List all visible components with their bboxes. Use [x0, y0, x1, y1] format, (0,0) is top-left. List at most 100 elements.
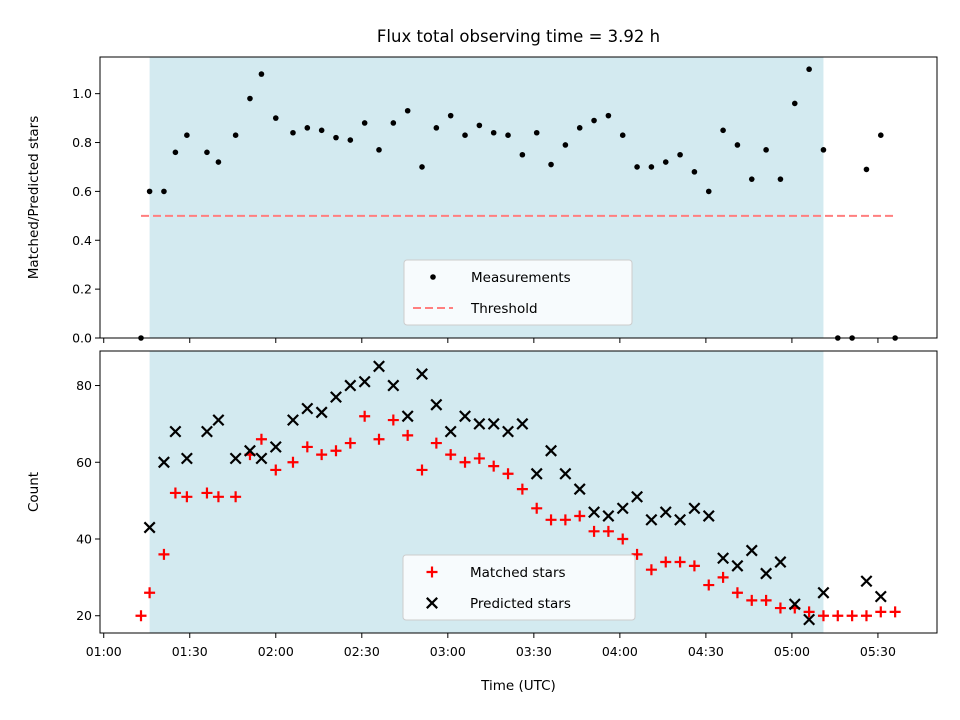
- measurements-point-13: [318, 127, 325, 134]
- matched-stars-point-42: [731, 587, 743, 599]
- predicted-stars-point-47: [817, 586, 830, 599]
- predicted-stars-point-38: [688, 502, 701, 515]
- matched-stars-point-31: [574, 510, 586, 522]
- matched-stars-point-52: [875, 606, 887, 618]
- predicted-stars-point-15: [358, 375, 371, 388]
- matched-stars-point-35: [631, 548, 643, 560]
- measurements-point-42: [734, 142, 741, 148]
- ratio-panel-legend: [403, 259, 633, 326]
- measurements-point-46: [791, 100, 798, 107]
- predicted-stars-point-28: [545, 444, 558, 457]
- predicted-stars-point-20: [430, 398, 443, 411]
- measurements-point-31: [576, 125, 583, 131]
- predicted-stars-point-10: [286, 414, 299, 427]
- predicted-stars-point-32: [602, 510, 615, 522]
- matched-stars-legend-label: Matched stars: [470, 565, 566, 581]
- measurements-point-52: [877, 132, 884, 138]
- measurements-point-28: [533, 129, 540, 136]
- predicted-stars-point-36: [659, 506, 672, 519]
- measurements-point-19: [404, 107, 411, 114]
- measurements-point-23: [462, 132, 468, 138]
- measurements-point-39: [691, 169, 698, 175]
- matched-stars-point-5: [201, 487, 213, 499]
- predicted-stars-point-40: [717, 552, 730, 565]
- threshold-legend-label: Threshold: [470, 301, 538, 317]
- predicted-stars-point-26: [516, 417, 529, 430]
- count-panel-ytick-label-3: 80: [76, 378, 92, 393]
- predicted-stars-point-27: [530, 467, 543, 480]
- measurements-point-21: [433, 125, 440, 131]
- predicted-stars-point-14: [344, 379, 357, 392]
- predicted-stars-point-12: [315, 406, 328, 419]
- measurements-legend-label: Measurements: [471, 270, 571, 286]
- matched-stars-point-6: [212, 491, 224, 503]
- measurements-point-35: [634, 164, 640, 170]
- predicted-stars-point-42: [745, 544, 758, 557]
- measurements-point-47: [806, 66, 812, 73]
- measurements-point-41: [720, 127, 726, 134]
- measurements-point-30: [562, 142, 569, 148]
- matched-stars-point-19: [402, 429, 414, 441]
- predicted-stars-point-13: [330, 391, 342, 404]
- matched-stars-point-23: [459, 456, 471, 468]
- matched-stars-point-18: [387, 414, 399, 426]
- matched-stars-point-34: [617, 533, 629, 545]
- predicted-stars-point-18: [401, 410, 414, 423]
- ratio-panel-ytick-label-2: 0.4: [72, 233, 92, 248]
- x-axis-label: Time (UTC): [480, 678, 556, 694]
- predicted-stars-point-17: [387, 379, 400, 392]
- predicted-stars-point-9: [269, 440, 282, 453]
- matched-stars-point-26: [502, 468, 514, 480]
- ratio-panel-y-axis-label: Matched/Predicted stars: [26, 116, 42, 279]
- ratio-panel-ytick-label-4: 0.8: [72, 135, 92, 150]
- predicted-stars-point-1: [157, 456, 170, 469]
- matched-stars-point-30: [559, 514, 571, 526]
- matched-stars-point-49: [832, 610, 844, 622]
- measurements-point-15: [347, 137, 354, 143]
- x-tick-label-4: 03:00: [430, 644, 466, 659]
- matched-stars-point-25: [488, 460, 500, 472]
- predicted-stars-point-25: [502, 425, 515, 438]
- measurements-point-51: [863, 166, 870, 173]
- matched-stars-point-21: [430, 437, 442, 449]
- predicted-stars-point-49: [874, 590, 887, 603]
- predicted-stars-point-5: [212, 414, 225, 427]
- count-panel-y-axis-label: Count: [26, 472, 42, 512]
- predicted-stars-point-41: [731, 559, 744, 572]
- predicted-stars-point-23: [473, 417, 486, 430]
- measurements-point-14: [333, 134, 339, 141]
- measurements-point-1: [146, 188, 153, 195]
- measurements-point-36: [648, 164, 655, 170]
- matched-stars-point-48: [817, 610, 829, 622]
- predicted-stars-point-21: [444, 425, 457, 438]
- measurements-point-16: [361, 120, 368, 126]
- predicted-stars-point-45: [788, 598, 801, 611]
- matched-stars-point-47: [803, 606, 815, 618]
- matched-stars-point-9: [255, 433, 267, 445]
- matched-stars-point-1: [144, 587, 156, 599]
- predicted-stars-point-24: [487, 417, 500, 430]
- measurements-legend-marker: [430, 274, 436, 280]
- predicted-stars-point-37: [674, 513, 687, 526]
- measurements-point-22: [447, 112, 454, 119]
- matched-stars-point-38: [674, 556, 686, 568]
- measurements-point-24: [476, 122, 483, 129]
- measurements-point-45: [777, 176, 784, 182]
- predicted-stars-point-39: [702, 510, 715, 522]
- matched-stars-point-41: [717, 571, 729, 583]
- predicted-stars-point-7: [243, 444, 256, 457]
- x-tick-label-6: 04:00: [602, 644, 638, 659]
- x-tick-label-2: 02:00: [258, 644, 294, 659]
- predicted-stars-point-48: [860, 575, 873, 588]
- matched-stars-point-12: [301, 441, 313, 453]
- matched-stars-point-32: [588, 525, 600, 537]
- measurements-point-44: [763, 147, 769, 153]
- count-panel-legend: [402, 554, 636, 621]
- ratio-panel-ytick-label-1: 0.2: [72, 282, 92, 297]
- x-tick-label-3: 02:30: [344, 644, 380, 659]
- count-panel-ytick-label-0: 20: [76, 608, 92, 623]
- x-tick-label-8: 05:00: [774, 644, 810, 659]
- predicted-stars-point-35: [645, 513, 658, 526]
- count-panel-frame: [99, 350, 938, 634]
